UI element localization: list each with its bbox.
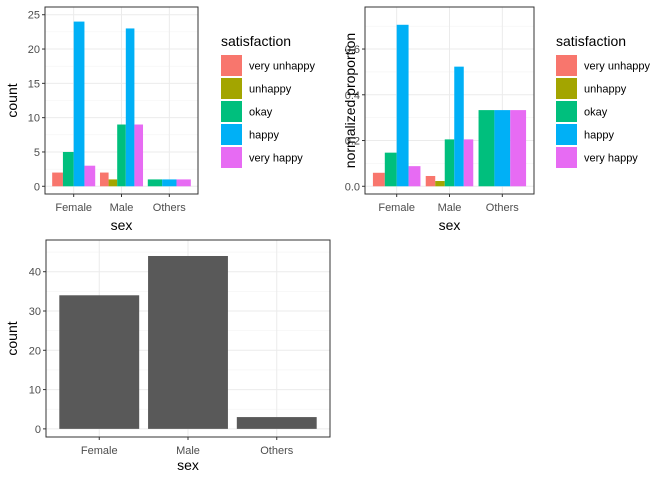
bar-male-very-unhappy <box>425 175 436 187</box>
x-axis-title: sex <box>439 217 461 233</box>
legend-key <box>221 78 242 99</box>
legend-key <box>221 124 242 145</box>
legend-label: okay <box>584 107 608 119</box>
bar-female-okay <box>62 151 74 187</box>
bar-others-very-happy <box>510 110 527 187</box>
y-tick-label: 5 <box>34 147 40 159</box>
x-tick-label: Others <box>260 445 294 457</box>
bar-male-very-happy <box>463 139 474 187</box>
y-tick-label: 0.4 <box>345 90 360 102</box>
x-tick-label: Others <box>486 202 520 214</box>
x-tick-label: Female <box>378 202 415 214</box>
x-tick-label: Male <box>110 202 134 214</box>
legend-label: very unhappy <box>249 61 316 73</box>
y-tick-label: 10 <box>29 385 41 397</box>
legend-label: very happy <box>584 153 638 165</box>
y-tick-label: 0.6 <box>345 44 360 56</box>
y-tick-label: 0 <box>34 181 40 193</box>
bars <box>52 21 191 187</box>
y-tick-label: 10 <box>28 113 40 125</box>
x-axis-title: sex <box>177 457 199 473</box>
x-tick-label: Female <box>81 445 118 457</box>
legend-key <box>221 101 242 122</box>
legend-key <box>556 78 577 99</box>
bar-male <box>148 255 228 429</box>
legend-label: unhappy <box>249 84 292 96</box>
bar-male-happy <box>454 66 464 187</box>
bar-male-okay <box>117 124 126 187</box>
bar-female-happy <box>73 21 85 187</box>
bar-others <box>236 417 317 429</box>
legend-label: very unhappy <box>584 61 651 73</box>
chart-3: 0 10 20 30 40 Female Male Others sex count <box>4 239 331 473</box>
legend-label: happy <box>249 130 279 142</box>
legend-label: okay <box>249 107 273 119</box>
y-tick-label: 0.0 <box>345 181 360 193</box>
y-axis: 0.0 0.2 0.4 0.6 <box>345 44 365 193</box>
legend-label: unhappy <box>584 84 627 96</box>
bar-male-unhappy <box>108 179 118 187</box>
legend-title: satisfaction <box>221 33 291 49</box>
x-tick-label: Female <box>55 202 92 214</box>
y-tick-label: 30 <box>29 306 41 318</box>
legend-key <box>556 101 577 122</box>
x-tick-label: Male <box>438 202 462 214</box>
legend-key <box>556 147 577 168</box>
bar-male-okay <box>444 139 455 187</box>
legend-label: happy <box>584 130 614 142</box>
y-axis-title: count <box>4 83 20 117</box>
bar-others-happy <box>162 179 177 187</box>
y-tick-label: 20 <box>29 345 41 357</box>
bar-male-unhappy <box>435 181 445 187</box>
bar-male-very-unhappy <box>99 172 109 187</box>
bars <box>59 255 317 429</box>
y-tick-label: 25 <box>28 10 40 22</box>
y-tick-label: 40 <box>29 267 41 279</box>
x-tick-label: Male <box>176 445 200 457</box>
bar-female-happy <box>396 24 409 187</box>
y-axis-title: count <box>4 321 20 355</box>
bar-female-very-unhappy <box>52 172 63 187</box>
bar-female-okay <box>384 152 397 187</box>
legend-key <box>221 55 242 76</box>
bar-female-very-happy <box>408 166 421 187</box>
bar-others-okay <box>478 110 495 187</box>
legend-key <box>556 55 577 76</box>
bar-others-very-happy <box>176 179 191 187</box>
chart-1: 0 5 10 15 20 25 Female Male Others sex count satisf… <box>4 6 316 233</box>
legend-title: satisfaction <box>556 33 626 49</box>
legend-key <box>556 124 577 145</box>
bar-others-okay <box>147 179 163 187</box>
bars <box>372 24 527 187</box>
y-axis: 0 5 10 15 20 25 <box>28 10 45 193</box>
x-axis-title: sex <box>111 217 133 233</box>
bar-others-happy <box>494 110 511 187</box>
y-tick-label: 20 <box>28 44 40 56</box>
bar-male-very-happy <box>134 124 144 187</box>
legend-key <box>221 147 242 168</box>
y-tick-label: 0.2 <box>345 136 360 148</box>
x-axis: Female Male Others <box>81 437 294 457</box>
x-axis: Female Male Others <box>378 194 519 214</box>
bar-female-very-unhappy <box>372 172 385 187</box>
bar-male-happy <box>125 28 135 187</box>
chart-2: 0.0 0.2 0.4 0.6 Female Male Others sex normalize… <box>342 6 651 233</box>
y-tick-label: 0 <box>35 424 41 436</box>
legend: satisfaction very unhappy unhappy okay happy… <box>556 33 651 168</box>
x-tick-label: Others <box>153 202 187 214</box>
y-axis: 0 10 20 30 40 <box>29 267 46 436</box>
legend: satisfaction very unhappy unhappy okay happy… <box>221 33 316 168</box>
bar-female-very-happy <box>84 165 96 187</box>
legend-label: very happy <box>249 153 303 165</box>
y-axis-title: normalized proportion <box>342 33 358 168</box>
y-tick-label: 15 <box>28 78 40 90</box>
bar-female <box>59 295 140 429</box>
x-axis: Female Male Others <box>55 194 186 214</box>
